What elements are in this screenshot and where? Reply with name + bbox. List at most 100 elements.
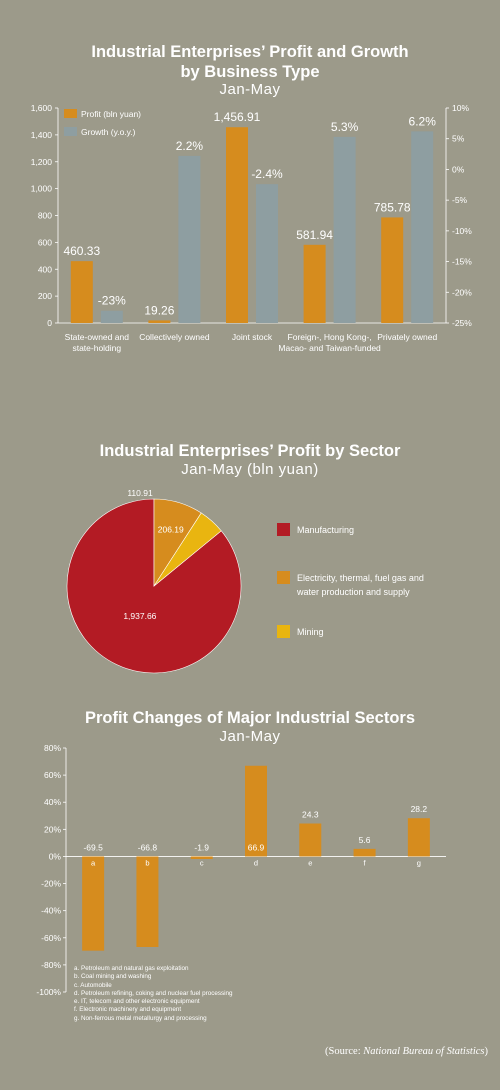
category-label: Joint stock: [232, 332, 273, 342]
left-tick-label: 1,200: [31, 157, 53, 167]
chart2-pie-chart: 1,937.66 206.19 110.91 Manufacturing Electri…: [66, 488, 424, 674]
category-label: Collectively owned: [139, 332, 210, 342]
legend-growth-label: Growth (y.o.y.): [81, 127, 136, 137]
right-tick-label: -5%: [452, 195, 468, 205]
footnote-c: c. Automobile: [74, 981, 112, 989]
footnote-a: a. Petroleum and natural gas exploitatio…: [74, 965, 189, 972]
profit-data-label: 19.26: [144, 303, 174, 317]
pie-slice: [153, 512, 222, 587]
chart1-title-line1: Industrial Enterprises’ Profit and Growt…: [91, 43, 409, 61]
left-tick-label: 800: [38, 211, 52, 221]
profit-bar: [226, 127, 248, 323]
growth-data-label: -2.4%: [251, 167, 283, 181]
sector-bar: [190, 856, 213, 860]
sector-data-label: -1.9: [194, 842, 209, 852]
left-tick-label: 200: [38, 291, 52, 301]
footnote-e: e. IT, telecom and other electronic equi…: [74, 998, 200, 1006]
right-tick-label: 5%: [452, 134, 465, 144]
growth-bar: [256, 184, 278, 323]
source-suffix: ): [484, 1046, 489, 1057]
left-tick-label: 1,400: [31, 130, 53, 140]
category-letter: f: [364, 858, 367, 867]
profit-bar: [303, 244, 326, 323]
profit-data-label: 785.78: [374, 200, 411, 214]
footnote-b: b. Coal mining and washing: [74, 973, 152, 981]
sector-bar: [245, 765, 267, 857]
footnote-g: g. Non-ferrous metal metallurgy and proc…: [74, 1014, 207, 1022]
pie-value-label: 206.19: [158, 524, 184, 534]
sector-data-label: -66.8: [138, 842, 158, 852]
y-tick-label: -40%: [41, 906, 61, 916]
category-letter: b: [145, 858, 149, 867]
chart1-bar-chart: 0 200 400 600 800 1,000 1,200 1,400 1,600 10% 5% 0%…: [31, 103, 473, 353]
source-prefix: (Source:: [325, 1046, 364, 1057]
left-tick-label: 0: [47, 318, 52, 328]
growth-data-label: 6.2%: [409, 114, 437, 128]
profit-bar: [381, 217, 404, 323]
growth-data-label: 5.3%: [331, 120, 359, 134]
footnote-f: f. Electronic machinery and equipment: [74, 1006, 182, 1014]
legend-growth-swatch: [64, 127, 77, 136]
chart2-title: Industrial Enterprises’ Profit by Sector: [99, 442, 401, 460]
y-tick-label: 80%: [44, 743, 61, 753]
sector-data-label: 66.9: [248, 842, 265, 852]
growth-bar: [178, 155, 201, 323]
category-letter: d: [254, 858, 258, 867]
left-tick-label: 400: [38, 264, 52, 274]
sector-bar: [136, 856, 159, 947]
footnote-d: d. Petroleum refining, coking and nuclea…: [74, 989, 233, 997]
right-tick-label: -10%: [452, 226, 472, 236]
sector-data-label: 24.3: [302, 810, 319, 820]
pie-slice: [66, 498, 242, 674]
chart1-title: Industrial Enterprises’ Profit and Growt…: [0, 42, 500, 82]
profit-data-label: 581.94: [296, 228, 333, 242]
legend-label: Manufacturing: [297, 525, 354, 535]
y-tick-label: 40%: [44, 797, 61, 807]
sector-bar: [407, 818, 430, 857]
footnotes: a. Petroleum and natural gas exploitatio…: [74, 965, 334, 1023]
profit-data-label: 1,456.91: [214, 110, 261, 124]
y-tick-label: 20%: [44, 824, 61, 834]
category-label: State-owned and: [65, 332, 130, 342]
category-letter: c: [200, 858, 204, 867]
legend-swatch: [277, 571, 290, 584]
category-letter: a: [91, 858, 96, 867]
category-label: Macao- and Taiwan-funded: [278, 343, 381, 353]
y-tick-label: 60%: [44, 770, 61, 780]
sector-data-label: 28.2: [411, 804, 428, 814]
pie-value-label: 110.91: [127, 488, 153, 498]
left-tick-label: 1,000: [31, 184, 53, 194]
sector-data-label: -69.5: [83, 842, 103, 852]
category-letter: g: [417, 858, 421, 867]
chart3-title: Profit Changes of Major Industrial Secto…: [84, 709, 416, 727]
profit-bar: [148, 320, 171, 323]
y-tick-label: 0%: [49, 851, 62, 861]
legend-label: water production and supply: [296, 587, 410, 597]
legend-swatch: [277, 523, 290, 536]
chart1-title-line2: by Business Type: [180, 63, 320, 81]
right-tick-label: 10%: [452, 103, 469, 113]
sector-bar: [299, 823, 322, 857]
right-tick-label: -15%: [452, 257, 472, 267]
chart3-bar-chart: 80% 60% 40% 20% 0% -20% -40% -60% -80% -100% -69.5…: [36, 743, 446, 997]
profit-data-label: 460.33: [63, 244, 100, 258]
sector-bar: [353, 848, 376, 857]
legend-profit-label: Profit (bln yuan): [81, 109, 141, 119]
chart1-subtitle: Jan-May: [219, 81, 281, 98]
y-tick-label: -80%: [41, 960, 61, 970]
legend-label: Mining: [297, 627, 324, 637]
right-tick-label: -25%: [452, 318, 472, 328]
growth-bar: [333, 136, 356, 323]
chart2-subtitle: Jan-May (bln yuan): [181, 461, 319, 478]
growth-bar: [411, 131, 434, 323]
left-tick-label: 600: [38, 237, 52, 247]
growth-bar: [100, 310, 123, 323]
y-tick-label: -60%: [41, 933, 61, 943]
growth-data-label: -23%: [98, 294, 126, 308]
growth-data-label: 2.2%: [176, 139, 204, 153]
chart3-subtitle: Jan-May: [219, 728, 281, 745]
right-tick-label: 0%: [452, 164, 465, 174]
sector-data-label: 5.6: [359, 835, 371, 845]
legend-label: Electricity, thermal, fuel gas and: [297, 573, 424, 583]
